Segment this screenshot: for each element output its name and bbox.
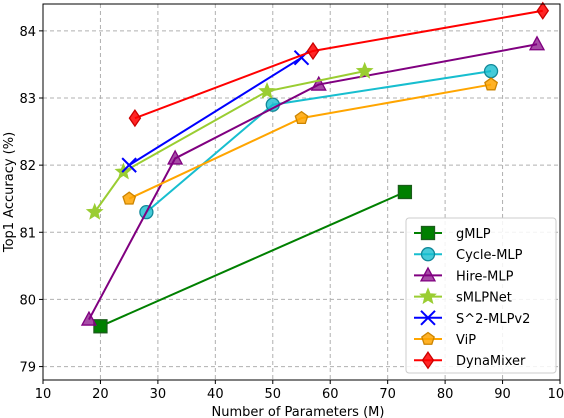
legend-item: Hire-MLP bbox=[414, 266, 514, 284]
data-point bbox=[306, 41, 320, 61]
y-tick-label: 81 bbox=[19, 226, 36, 241]
legend-item: Cycle-MLP bbox=[414, 247, 523, 263]
series-line bbox=[88, 43, 538, 321]
data-point bbox=[397, 184, 413, 200]
data-point bbox=[258, 81, 276, 99]
legend-label: Cycle-MLP bbox=[456, 248, 523, 263]
x-tick-label: 50 bbox=[265, 387, 282, 402]
series-line bbox=[145, 70, 492, 213]
legend-marker bbox=[419, 287, 437, 305]
y-tick-label: 83 bbox=[19, 92, 36, 107]
data-point bbox=[355, 61, 374, 79]
y-tick-label: 79 bbox=[19, 361, 36, 376]
series-line bbox=[128, 56, 303, 166]
series-line bbox=[93, 70, 365, 213]
data-point bbox=[80, 310, 98, 326]
legend-item: sMLPNet bbox=[414, 287, 512, 306]
series-1 bbox=[139, 63, 499, 220]
series-6 bbox=[128, 1, 550, 128]
data-point bbox=[122, 191, 137, 205]
x-axis-title: Number of Parameters (M) bbox=[212, 405, 385, 418]
legend-item: ViP bbox=[414, 331, 476, 348]
series-line bbox=[100, 191, 406, 328]
data-point bbox=[167, 149, 184, 165]
data-point bbox=[85, 202, 104, 220]
data-point bbox=[536, 1, 550, 20]
legend-marker bbox=[420, 247, 436, 262]
series-0 bbox=[93, 184, 413, 334]
x-tick-label: 10 bbox=[35, 387, 52, 402]
y-tick-label: 82 bbox=[19, 159, 36, 174]
x-tick-label: 90 bbox=[494, 387, 511, 402]
legend-label: gMLP bbox=[456, 227, 491, 242]
y-axis-title: Top1 Accuracy (%) bbox=[2, 132, 17, 253]
legend-item: DynaMixer bbox=[414, 351, 526, 370]
data-point bbox=[483, 63, 499, 79]
series-2 bbox=[80, 35, 546, 326]
legend-item: S^2-MLPv2 bbox=[414, 310, 530, 327]
legend-label: S^2-MLPv2 bbox=[456, 312, 530, 327]
series-line bbox=[134, 9, 543, 120]
data-point bbox=[93, 319, 108, 334]
data-point bbox=[528, 35, 546, 51]
x-tick-label: 60 bbox=[322, 387, 339, 402]
data-point bbox=[484, 77, 499, 91]
x-tick-label: 100 bbox=[548, 387, 564, 402]
series-layer bbox=[80, 1, 550, 334]
data-point bbox=[294, 110, 309, 125]
legend-label: DynaMixer bbox=[456, 354, 526, 369]
legend-marker bbox=[419, 266, 437, 282]
data-point bbox=[121, 157, 137, 173]
legend-marker bbox=[421, 351, 435, 370]
legend-marker bbox=[420, 225, 436, 241]
y-tick-label: 84 bbox=[19, 25, 36, 40]
plot-frame bbox=[42, 3, 561, 381]
legend-frame bbox=[405, 217, 557, 374]
legend-label: Hire-MLP bbox=[456, 269, 514, 284]
legend-label: ViP bbox=[456, 333, 476, 348]
x-tick-label: 40 bbox=[207, 387, 224, 402]
x-tick-label: 20 bbox=[92, 387, 109, 402]
legend-marker bbox=[421, 331, 435, 345]
tick-layer: 10 20 30 40 50 60 70 80 90 100 79 80 81 82 83 84 bbox=[19, 25, 564, 402]
legend-item: gMLP bbox=[414, 225, 491, 242]
data-point bbox=[128, 108, 142, 128]
x-tick-label: 30 bbox=[150, 387, 167, 402]
legend-marker bbox=[420, 310, 436, 326]
x-tick-label: 80 bbox=[437, 387, 454, 402]
y-tick-label: 80 bbox=[19, 293, 36, 308]
series-5 bbox=[122, 77, 499, 205]
legend-label: sMLPNet bbox=[456, 291, 512, 306]
legend: gMLP Cycle-MLP Hire-MLP sMLPNet S^2-MLPv2 ViP… bbox=[405, 217, 557, 374]
x-tick-label: 70 bbox=[379, 387, 396, 402]
data-point bbox=[310, 75, 327, 91]
